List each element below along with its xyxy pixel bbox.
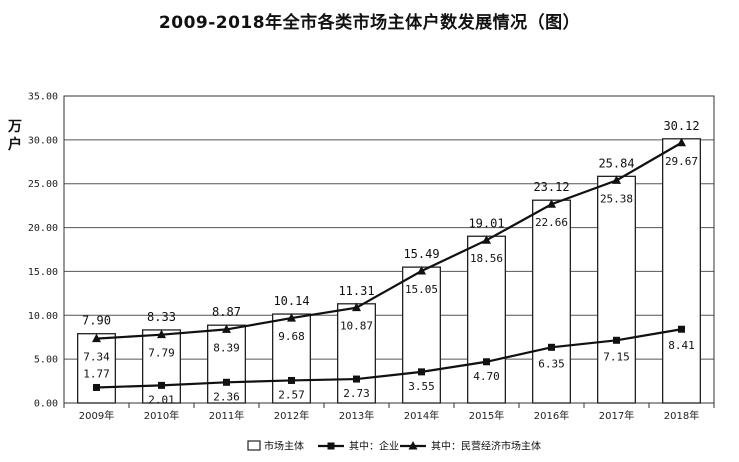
enterprises-data-label: 8.41 (668, 339, 695, 352)
marker-private-economy (677, 137, 686, 147)
x-tick-label: 2014年 (404, 409, 439, 422)
bar-data-label: 15.49 (403, 247, 439, 261)
enterprises-data-label: 2.73 (343, 387, 370, 400)
bar-market-entities (662, 138, 702, 404)
private-economy-data-label: 7.79 (148, 347, 175, 360)
x-tick-label: 2016年 (534, 409, 569, 422)
line-enterprises (96, 328, 682, 389)
marker-enterprises (93, 383, 100, 391)
private-economy-data-label: 29.67 (665, 155, 698, 168)
legend-label-market-entities: 市场主体 (264, 440, 304, 453)
legend-marker-enterprises (327, 442, 335, 450)
private-economy-data-label: 15.05 (405, 283, 438, 296)
marker-enterprises (288, 376, 295, 384)
line-private-economy (96, 141, 683, 340)
marker-private-economy (547, 199, 556, 208)
y-tick-label: 10.00 (28, 311, 58, 322)
enterprises-data-label: 7.15 (603, 350, 630, 363)
enterprises-data-label: 1.77 (83, 367, 110, 380)
enterprises-data-label: 4.70 (473, 370, 500, 383)
bar-market-entities (336, 303, 376, 404)
legend-label-enterprises: 其中：企业 (349, 440, 399, 453)
bar-market-entities (141, 329, 181, 404)
bar-market-entities (532, 199, 572, 404)
private-economy-data-label: 7.34 (83, 351, 110, 364)
marker-enterprises (678, 325, 685, 333)
y-tick-label: 25.00 (28, 179, 58, 190)
y-tick-label: 5.00 (34, 355, 58, 366)
x-tick-label: 2012年 (274, 409, 309, 422)
bar-data-label: 10.14 (273, 294, 309, 308)
bar-data-label: 8.87 (212, 305, 241, 319)
bar-data-label: 23.12 (533, 180, 569, 194)
bar-market-entities (401, 266, 441, 404)
y-tick-label: 20.00 (28, 223, 58, 234)
enterprises-data-label: 3.55 (408, 380, 435, 393)
x-tick-label: 2013年 (339, 409, 374, 422)
marker-enterprises (353, 375, 360, 383)
marker-private-economy (482, 235, 491, 244)
marker-private-economy (92, 333, 101, 343)
x-tick-label: 2018年 (664, 409, 699, 422)
private-economy-data-label: 25.38 (600, 192, 633, 205)
marker-enterprises (613, 336, 620, 344)
private-economy-data-label: 8.39 (213, 341, 240, 354)
private-economy-data-label: 9.68 (278, 330, 305, 343)
marker-enterprises (548, 343, 555, 351)
bar-market-entities (466, 235, 506, 404)
marker-enterprises (223, 378, 230, 386)
marker-private-economy (157, 329, 166, 339)
marker-enterprises (158, 381, 165, 389)
marker-private-economy (612, 175, 621, 184)
bar-data-label: 19.01 (468, 216, 504, 230)
bar-market-entities (597, 175, 637, 404)
bar-data-label: 25.84 (598, 156, 634, 170)
private-economy-data-label: 10.87 (340, 320, 373, 333)
enterprises-data-label: 2.01 (148, 393, 175, 406)
y-tick-label: 0.00 (34, 399, 58, 410)
bar-data-label: 8.33 (147, 310, 176, 324)
bar-market-entities (77, 333, 117, 404)
marker-enterprises (483, 358, 490, 366)
marker-enterprises (418, 368, 425, 376)
bar-data-label: 7.90 (82, 314, 111, 328)
private-economy-data-label: 18.56 (470, 252, 503, 265)
legend-marker-private-economy (408, 441, 418, 450)
y-tick-label: 30.00 (28, 135, 58, 146)
chart-title: 2009-2018年全市各类市场主体户数发展情况（图） (158, 13, 581, 33)
x-tick-label: 2017年 (599, 409, 634, 422)
legend-label-private-economy: 其中：民营经济市场主体 (431, 440, 541, 453)
legend-swatch-market-entities (247, 440, 261, 451)
y-tick-label: 15.00 (28, 267, 58, 278)
bar-data-label: 11.31 (338, 284, 374, 298)
marker-private-economy (287, 313, 296, 322)
marker-private-economy (352, 302, 361, 312)
enterprises-data-label: 2.57 (278, 388, 305, 401)
enterprises-data-label: 6.35 (538, 357, 565, 370)
x-tick-label: 2009年 (79, 409, 114, 422)
marker-private-economy (417, 265, 426, 275)
y-axis-unit-label: 万户 (8, 119, 22, 153)
bar-data-label: 30.12 (663, 119, 699, 133)
enterprises-data-label: 2.36 (213, 390, 240, 403)
x-tick-label: 2010年 (144, 409, 179, 422)
x-tick-label: 2011年 (209, 409, 244, 422)
marker-private-economy (222, 324, 231, 333)
x-tick-label: 2015年 (469, 409, 504, 422)
private-economy-data-label: 22.66 (535, 216, 568, 229)
y-tick-label: 35.00 (28, 92, 58, 103)
